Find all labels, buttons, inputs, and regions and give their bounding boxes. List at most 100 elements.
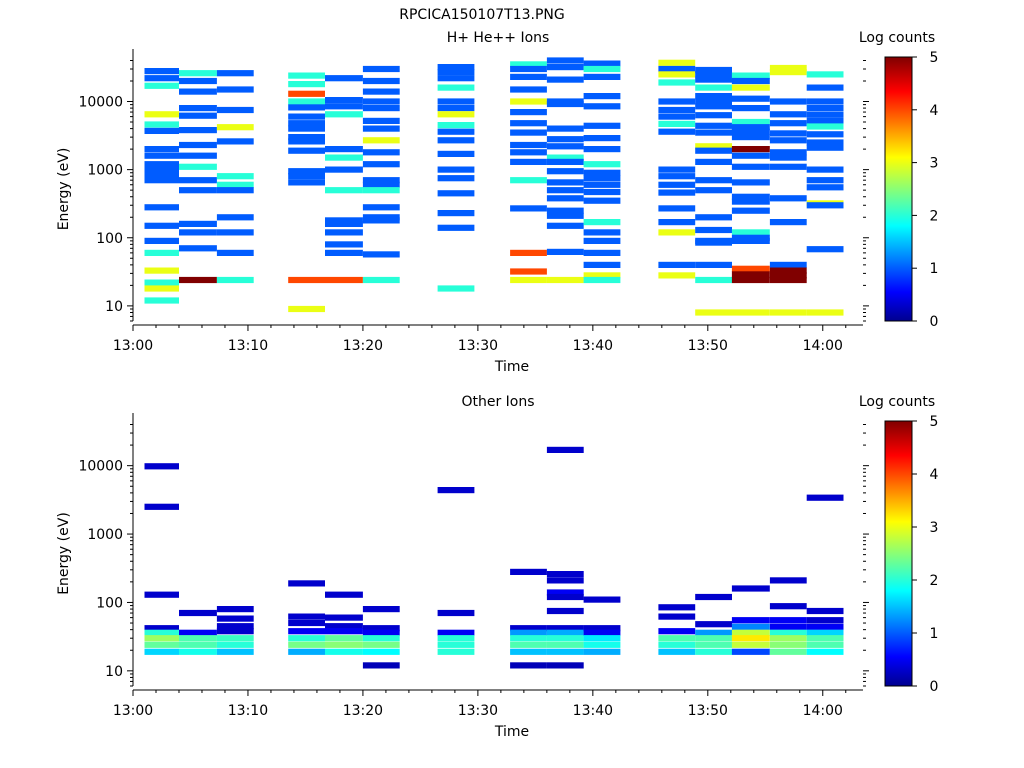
heatmap-cell bbox=[362, 125, 400, 132]
heatmap-cell bbox=[362, 177, 400, 184]
heatmap-cell bbox=[216, 635, 254, 642]
colorbar-tick-label: 0 bbox=[930, 314, 939, 330]
x-tick-label: 13:40 bbox=[573, 338, 613, 354]
x-tick-label: 13:20 bbox=[343, 338, 383, 354]
heatmap-cell bbox=[695, 309, 732, 316]
heatmap-cell bbox=[695, 239, 732, 246]
colorbar-tick-label: 3 bbox=[930, 156, 939, 172]
heatmap-cell bbox=[216, 628, 254, 635]
heatmap-cell bbox=[583, 60, 621, 67]
heatmap-cell bbox=[437, 285, 475, 292]
heatmap-cell bbox=[216, 187, 254, 194]
heatmap-cell bbox=[658, 641, 696, 648]
heatmap-cell bbox=[144, 146, 179, 153]
heatmap-cell bbox=[510, 268, 547, 275]
heatmap-cell bbox=[769, 603, 807, 610]
heatmap-cell bbox=[144, 204, 179, 211]
heatmap-cell bbox=[695, 214, 732, 221]
heatmap-cell bbox=[806, 494, 844, 501]
heatmap-cell bbox=[695, 98, 732, 105]
heatmap-cell bbox=[806, 139, 844, 146]
heatmap-cell bbox=[546, 187, 584, 194]
heatmap-cell bbox=[695, 71, 732, 78]
heatmap-cell bbox=[144, 503, 179, 510]
heatmap-cell bbox=[806, 617, 844, 624]
heatmap-cell bbox=[583, 65, 621, 73]
heatmap-cell bbox=[510, 635, 547, 642]
heatmap-cell bbox=[769, 261, 807, 268]
heatmap-cell bbox=[658, 71, 696, 78]
heatmap-cell bbox=[362, 88, 400, 95]
x-axis-label: Time bbox=[494, 724, 529, 740]
y-tick-label: 10000 bbox=[78, 95, 123, 111]
heatmap-cell bbox=[216, 276, 254, 284]
heatmap-cell bbox=[546, 248, 584, 255]
heatmap-cell bbox=[658, 229, 696, 236]
heatmap-cell bbox=[769, 154, 807, 161]
heatmap-cell bbox=[510, 61, 547, 68]
heatmap-cell bbox=[583, 169, 621, 176]
heatmap-cell bbox=[583, 635, 621, 642]
x-tick-label: 13:00 bbox=[113, 338, 153, 354]
x-tick-label: 13:30 bbox=[458, 703, 498, 719]
heatmap-cell bbox=[658, 189, 696, 196]
heatmap-cell bbox=[731, 623, 770, 630]
heatmap-cell bbox=[362, 77, 400, 85]
heatmap-cell bbox=[510, 149, 547, 156]
heatmap-cell bbox=[583, 188, 621, 196]
heatmap-cell bbox=[437, 224, 475, 231]
heatmap-cell bbox=[695, 641, 732, 648]
heatmap-cell bbox=[325, 229, 363, 236]
heatmap-cell bbox=[806, 131, 844, 138]
heatmap-cell bbox=[510, 98, 547, 105]
heatmap-cell bbox=[144, 68, 179, 75]
heatmap-cell bbox=[144, 591, 179, 598]
heatmap-cell bbox=[362, 662, 400, 669]
heatmap-cell bbox=[288, 305, 325, 313]
heatmap-cell bbox=[695, 112, 732, 119]
heatmap-cell bbox=[658, 261, 696, 268]
heatmap-cell bbox=[325, 648, 363, 655]
heatmap-cell bbox=[658, 205, 696, 212]
colorbar-tick-label: 2 bbox=[930, 573, 939, 589]
heatmap-cell bbox=[731, 309, 770, 316]
heatmap-cell bbox=[731, 585, 770, 592]
heatmap-cell bbox=[362, 629, 400, 636]
colorbar-tick-label: 1 bbox=[930, 626, 939, 642]
heatmap-cell bbox=[437, 487, 475, 494]
panel-h-plus-he-ions: H+ He++ Ions 13:00 13:10 13:20 13:30 13:40 13:… bbox=[56, 30, 939, 375]
heatmap-cell bbox=[510, 86, 547, 93]
heatmap-cell bbox=[731, 648, 770, 655]
heatmap-cell bbox=[806, 648, 844, 655]
heatmap-cell bbox=[362, 65, 400, 73]
colorbar-tick-label: 3 bbox=[930, 520, 939, 536]
heatmap-cell bbox=[546, 168, 584, 175]
heatmap-cell bbox=[179, 141, 217, 149]
heatmap-cell bbox=[695, 187, 732, 194]
x-tick-label: 13:10 bbox=[228, 338, 268, 354]
heatmap-cell bbox=[325, 187, 363, 194]
heatmap-cell bbox=[769, 309, 807, 316]
heatmap-cell bbox=[362, 98, 400, 105]
heatmap-cell bbox=[216, 229, 254, 236]
heatmap-cell bbox=[144, 285, 179, 292]
panel-other-ions: Other Ions 13:00 13:10 13:20 13:30 13:40 13:50… bbox=[56, 394, 939, 740]
heatmap-cell bbox=[806, 623, 844, 630]
heatmap-cell bbox=[806, 309, 844, 316]
heatmap-cell bbox=[437, 190, 475, 197]
heatmap-cell bbox=[216, 641, 254, 648]
heatmap-cell bbox=[658, 106, 696, 114]
heatmap-cell bbox=[325, 614, 363, 621]
heatmap-cell bbox=[583, 641, 621, 648]
heatmap-cell bbox=[362, 606, 400, 613]
heatmap-cell bbox=[583, 629, 621, 636]
heatmap-cell bbox=[510, 177, 547, 184]
heatmap-cell bbox=[288, 641, 325, 648]
heatmap-cell bbox=[769, 98, 807, 105]
heatmap-cell bbox=[731, 276, 770, 284]
heatmap-cell bbox=[731, 163, 770, 170]
heatmap-cell bbox=[806, 607, 844, 615]
heatmap-cell bbox=[583, 229, 621, 236]
heatmap-cell bbox=[288, 98, 325, 105]
